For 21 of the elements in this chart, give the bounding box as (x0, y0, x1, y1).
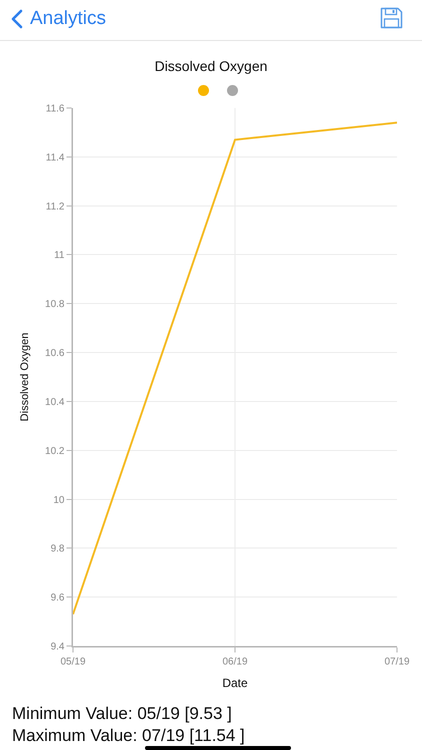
y-tick-label: 10.4 (45, 396, 65, 408)
y-tick-label: 11.4 (46, 152, 65, 164)
y-tick-label: 10.2 (45, 446, 65, 457)
y-tick-label: 11.2 (46, 201, 65, 212)
text: Analytics (30, 8, 106, 30)
x-tick-label: 05/19 (60, 656, 86, 668)
x-tick-label: 07/19 (384, 656, 410, 668)
y-tick-label: 10.8 (45, 299, 65, 310)
x-axis-title: Date (222, 676, 248, 690)
y-tick-label: 9.8 (50, 544, 65, 555)
y-tick-label: 9.6 (50, 592, 65, 604)
y-axis-title: Dissolved Oxygen (18, 332, 31, 422)
chart-title: Dissolved Oxygen (154, 58, 268, 74)
x-tick-label: 06/19 (222, 656, 248, 668)
y-tick-label: 10 (53, 494, 65, 506)
y-tick-label: 11.6 (46, 104, 65, 114)
y-tick-label: 10.6 (45, 348, 65, 360)
text: Maximum Value: 07/19 [11.54 ] (12, 725, 245, 747)
y-tick-label: 11 (54, 250, 65, 262)
text: Minimum Value: 05/19 [9.53 ] (12, 703, 233, 725)
y-tick-label: 9.4 (50, 642, 65, 652)
